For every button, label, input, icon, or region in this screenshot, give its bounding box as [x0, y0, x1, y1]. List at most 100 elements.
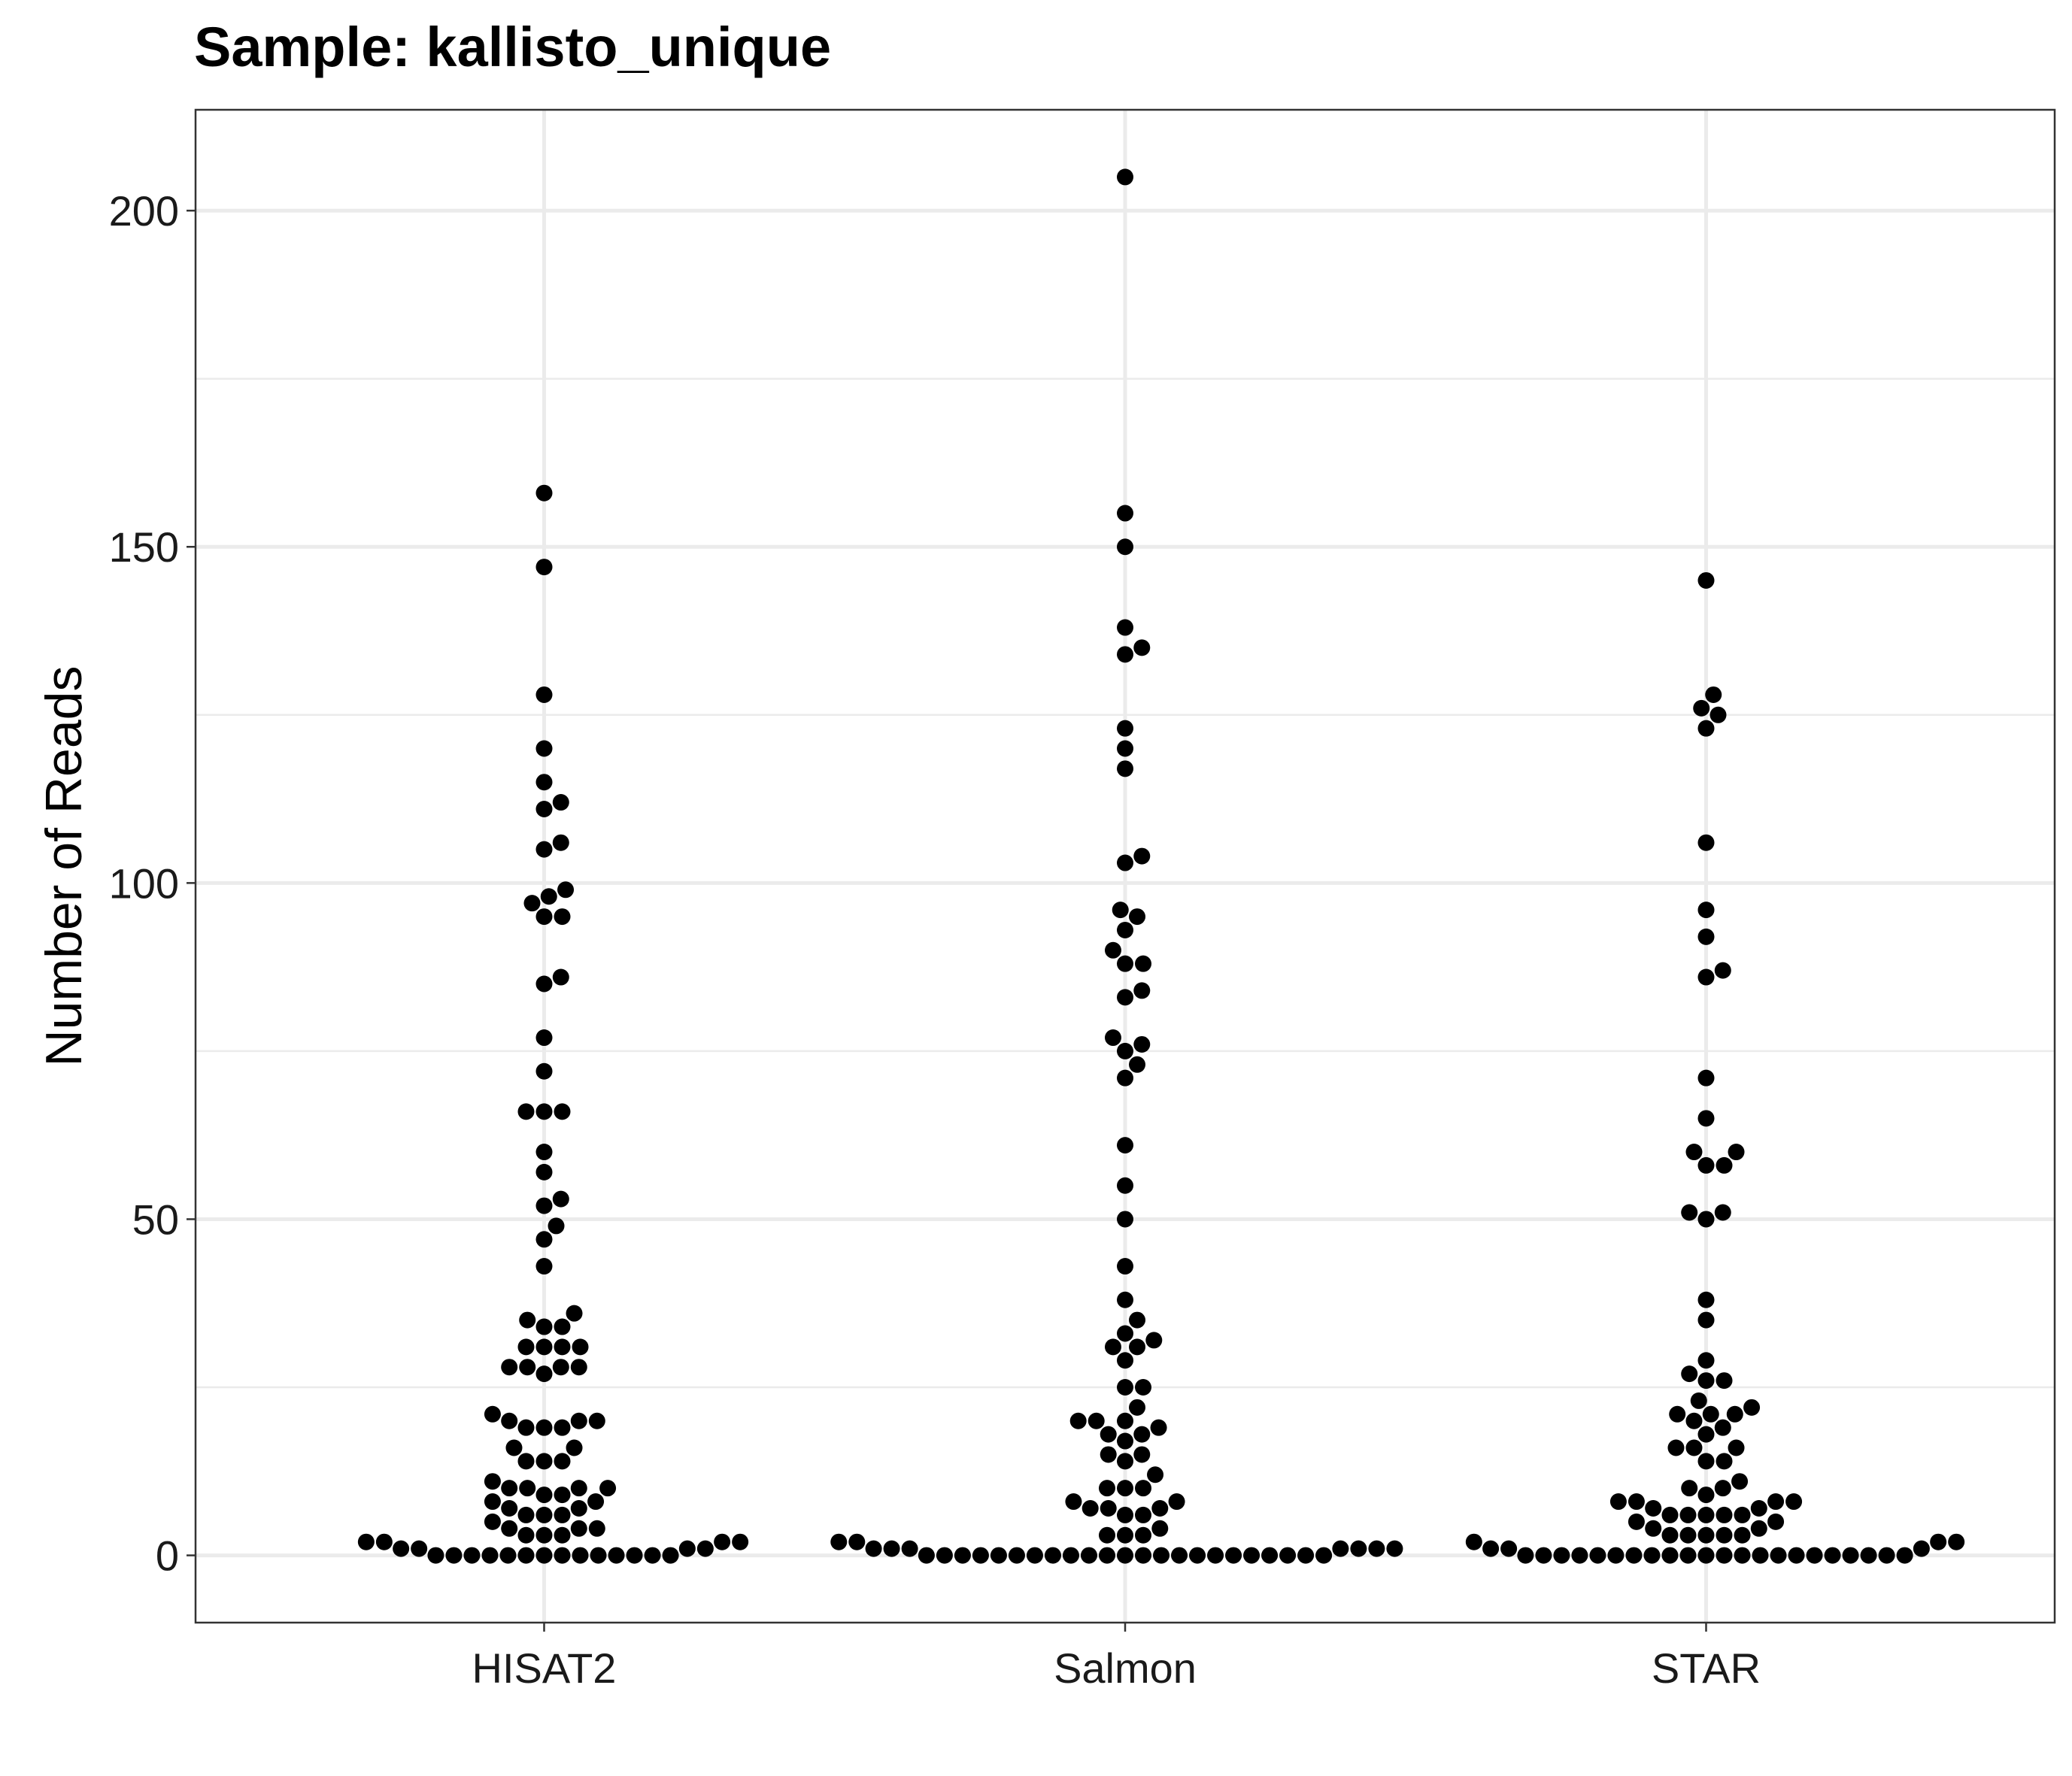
data-point — [1117, 1432, 1133, 1450]
data-point — [1728, 1439, 1745, 1456]
data-point — [848, 1533, 866, 1550]
data-point — [1697, 1526, 1715, 1544]
data-point — [1697, 1291, 1715, 1308]
data-point — [1297, 1547, 1315, 1564]
data-point — [1117, 1042, 1133, 1059]
data-point — [1690, 1392, 1707, 1409]
data-point — [1117, 1258, 1133, 1275]
data-point — [1145, 1332, 1163, 1349]
data-point — [1117, 955, 1133, 972]
data-point — [535, 774, 553, 791]
data-point — [1661, 1506, 1679, 1523]
data-point — [484, 1405, 501, 1423]
data-point — [499, 1547, 517, 1564]
data-point — [535, 1453, 553, 1470]
data-point — [588, 1412, 605, 1429]
data-point — [1117, 505, 1133, 522]
data-point — [517, 1453, 535, 1470]
x-tick-label: STAR — [1652, 1644, 1761, 1692]
data-point — [1500, 1540, 1518, 1557]
data-point — [566, 1305, 583, 1322]
data-point — [1697, 1352, 1715, 1369]
data-point — [1133, 1446, 1151, 1463]
data-point — [554, 1487, 571, 1504]
data-point — [517, 1506, 535, 1523]
data-point — [501, 1499, 518, 1517]
data-point — [1117, 740, 1133, 757]
data-point — [552, 1190, 569, 1208]
data-point — [501, 1412, 518, 1429]
data-point — [1135, 1547, 1152, 1564]
data-point — [1824, 1547, 1841, 1564]
data-point — [1135, 955, 1152, 972]
data-point — [1714, 1480, 1731, 1497]
data-point — [1697, 720, 1715, 737]
data-point — [1697, 1506, 1715, 1523]
data-point — [1716, 1506, 1733, 1523]
data-point — [517, 1547, 535, 1564]
data-point — [1661, 1547, 1679, 1564]
data-point — [411, 1540, 428, 1557]
data-point — [1133, 639, 1151, 656]
points-layer — [357, 168, 1965, 1564]
data-point — [1697, 1311, 1715, 1329]
data-point — [1117, 619, 1133, 636]
data-point — [1679, 1506, 1697, 1523]
data-point — [1842, 1547, 1859, 1564]
data-point — [1628, 1493, 1645, 1511]
data-point — [535, 686, 553, 703]
data-point — [1368, 1540, 1385, 1557]
data-point — [714, 1533, 731, 1550]
y-axis-title: Number of Reads — [35, 666, 93, 1067]
data-point — [1098, 1526, 1115, 1544]
data-point — [1752, 1547, 1769, 1564]
data-point — [552, 794, 569, 811]
data-point — [552, 834, 569, 851]
data-point — [554, 1103, 571, 1120]
data-point — [1553, 1547, 1570, 1564]
data-point — [375, 1533, 393, 1550]
data-point — [1609, 1493, 1627, 1511]
data-point — [1645, 1499, 1662, 1517]
data-point — [954, 1547, 971, 1564]
data-point — [517, 1526, 535, 1544]
data-point — [1088, 1412, 1105, 1429]
y-tick-label: 200 — [109, 187, 179, 235]
data-point — [1645, 1520, 1662, 1537]
data-point — [535, 559, 553, 576]
data-point — [1685, 1144, 1703, 1161]
data-point — [1112, 902, 1129, 919]
data-point — [1044, 1547, 1061, 1564]
data-point — [1716, 1372, 1733, 1390]
data-point — [1716, 1547, 1733, 1564]
data-point — [1697, 902, 1715, 919]
data-point — [445, 1547, 463, 1564]
data-point — [1117, 168, 1133, 186]
y-tick-label: 50 — [132, 1196, 179, 1243]
data-point — [1482, 1540, 1500, 1557]
data-point — [1750, 1499, 1767, 1517]
data-point — [901, 1540, 918, 1557]
data-point — [865, 1540, 882, 1557]
data-point — [554, 1526, 571, 1544]
data-point — [572, 1338, 589, 1356]
data-point — [570, 1359, 587, 1376]
data-point — [1386, 1540, 1403, 1557]
data-point — [535, 1506, 553, 1523]
data-point — [535, 1487, 553, 1504]
data-point — [1261, 1547, 1279, 1564]
data-point — [1697, 1453, 1715, 1470]
data-point — [1734, 1547, 1751, 1564]
data-point — [1697, 1156, 1715, 1174]
data-point — [1726, 1405, 1743, 1423]
data-point — [1661, 1526, 1679, 1544]
data-point — [1697, 1069, 1715, 1087]
data-point — [1716, 1453, 1733, 1470]
data-point — [484, 1473, 501, 1490]
data-point — [1117, 1412, 1133, 1429]
y-tick-label: 100 — [109, 859, 179, 907]
data-point — [1065, 1493, 1082, 1511]
data-point — [990, 1547, 1007, 1564]
data-point — [588, 1520, 605, 1537]
